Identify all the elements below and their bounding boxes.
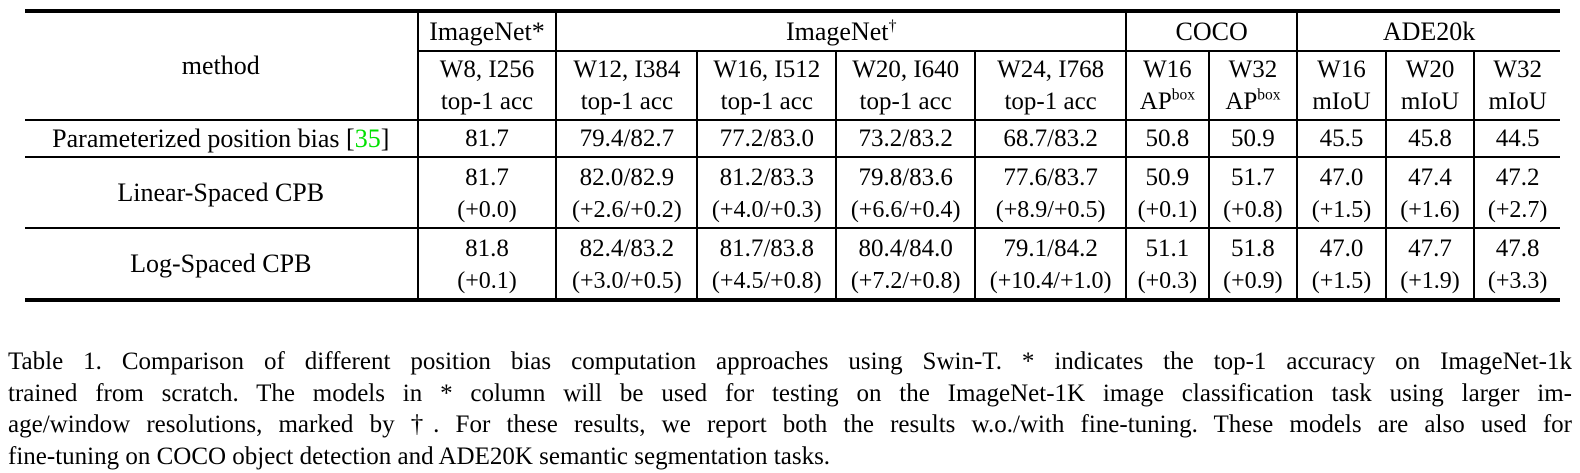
value-cell: 47.0 (+1.5) bbox=[1296, 228, 1386, 300]
value-cell: 50.9 (+0.1) bbox=[1125, 157, 1209, 229]
delta-value: (+6.6/+0.4) bbox=[850, 196, 961, 223]
value-cell: 68.7/83.2 bbox=[974, 120, 1127, 158]
value-cell: 81.2/83.3 (+4.0/+0.3) bbox=[696, 157, 837, 229]
method-cell: Log-Spaced CPB bbox=[130, 248, 312, 278]
value-cell: 77.6/83.7 (+8.9/+0.5) bbox=[974, 157, 1127, 229]
value-cell: 80.4/84.0 (+7.2/+0.8) bbox=[835, 228, 976, 300]
col-header-w8-i256: W8, I256 top-1 acc bbox=[416, 51, 557, 121]
value-cell: 50.8 bbox=[1125, 120, 1209, 158]
value-cell: 82.0/82.9 (+2.6/+0.2) bbox=[555, 157, 698, 229]
citation-bracket: [ bbox=[346, 123, 355, 153]
method-cell: Linear-Spaced CPB bbox=[25, 157, 418, 229]
value-cell: 45.5 bbox=[1296, 120, 1386, 158]
col-header-w16-i512: W16, I512 top-1 acc bbox=[696, 51, 837, 121]
results-table: method ImageNet* ImageNet† COCO ADE20k W… bbox=[25, 9, 1560, 302]
col-header-ade-w16-miou: W16 mIoU bbox=[1296, 51, 1386, 121]
table-row-linear-spaced-cpb: Linear-Spaced CPB 81.7 (+0.0) 82.0/82.9 (+… bbox=[25, 157, 1560, 229]
delta-value: (+4.0/+0.3) bbox=[711, 196, 822, 223]
col-header-coco-w16-apbox: W16 APbox bbox=[1125, 51, 1209, 121]
table-row-log-spaced-cpb: Log-Spaced CPB 81.8 (+0.1) 82.4/83.2 (+3.0… bbox=[25, 228, 1560, 300]
value-cell: 81.7 bbox=[416, 120, 557, 158]
table-row-parameterized-position-bias: Parameterized position bias [35] 81.7 79… bbox=[25, 120, 1560, 158]
group-header-ade20k: ADE20k bbox=[1296, 11, 1560, 52]
delta-value: (+0.1) bbox=[457, 267, 517, 294]
delta-value: (+1.9) bbox=[1400, 267, 1460, 294]
citation-bracket: ] bbox=[380, 123, 390, 153]
dagger-superscript: † bbox=[888, 16, 897, 34]
delta-value: (+1.5) bbox=[1311, 267, 1372, 294]
delta-value: (+2.6/+0.2) bbox=[572, 196, 682, 223]
value-cell: 82.4/83.2 (+3.0/+0.5) bbox=[555, 228, 698, 300]
caption-line: trained from scratch. The models in * co… bbox=[8, 379, 1572, 407]
delta-value: (+1.5) bbox=[1311, 196, 1372, 223]
box-superscript: box bbox=[1171, 86, 1195, 104]
value-cell: 77.2/83.0 bbox=[696, 120, 837, 158]
value-cell: 47.2 (+2.7) bbox=[1473, 157, 1560, 229]
caption-line: Table 1. Comparison of different positio… bbox=[8, 348, 1572, 375]
group-header-imagenet-star: ImageNet* bbox=[416, 11, 557, 52]
value-cell: 73.2/83.2 bbox=[835, 120, 976, 158]
box-superscript: box bbox=[1257, 86, 1281, 104]
group-label: COCO bbox=[1175, 16, 1248, 46]
delta-value: (+0.3) bbox=[1137, 267, 1198, 294]
value-cell: 79.8/83.6 (+6.6/+0.4) bbox=[835, 157, 976, 229]
value-cell: 79.4/82.7 bbox=[555, 120, 698, 158]
value-cell: 47.7 (+1.9) bbox=[1384, 228, 1475, 300]
group-label: ADE20k bbox=[1382, 16, 1476, 46]
value-cell: 47.4 (+1.6) bbox=[1384, 157, 1475, 229]
col-header-w12-i384: W12, I384 top-1 acc bbox=[555, 51, 698, 121]
group-header-coco: COCO bbox=[1125, 11, 1298, 52]
value-cell: 51.7 (+0.8) bbox=[1207, 157, 1298, 229]
delta-value: (+0.1) bbox=[1137, 196, 1198, 223]
col-header-w20-i640: W20, I640 top-1 acc bbox=[835, 51, 976, 121]
col-header-ade-w32-miou: W32 mIoU bbox=[1473, 51, 1560, 121]
group-label: ImageNet* bbox=[429, 16, 545, 46]
delta-value: (+1.6) bbox=[1400, 196, 1460, 223]
value-cell: 81.8 (+0.1) bbox=[416, 228, 557, 300]
value-cell: 51.1 (+0.3) bbox=[1125, 228, 1209, 300]
caption-line: age/window resolutions, marked by †. For… bbox=[8, 411, 1572, 438]
group-header-row: method ImageNet* ImageNet† COCO ADE20k bbox=[25, 11, 1560, 121]
delta-value: (+3.0/+0.5) bbox=[572, 267, 682, 294]
value-cell: 81.7/83.8 (+4.5/+0.8) bbox=[696, 228, 837, 300]
col-header-coco-w32-apbox: W32 APbox bbox=[1207, 51, 1298, 121]
value-cell: 44.5 bbox=[1473, 120, 1560, 158]
delta-value: (+0.9) bbox=[1223, 267, 1283, 294]
value-cell: 47.0 (+1.5) bbox=[1296, 157, 1386, 229]
delta-value: (+3.3) bbox=[1487, 267, 1548, 294]
delta-value: (+0.8) bbox=[1223, 196, 1283, 223]
group-header-imagenet-dagger: ImageNet† bbox=[555, 11, 1127, 52]
value-cell: 45.8 bbox=[1384, 120, 1475, 158]
value-cell: 50.9 bbox=[1207, 120, 1298, 158]
method-cell: Parameterized position bias [35] bbox=[25, 120, 418, 158]
delta-value: (+2.7) bbox=[1487, 196, 1548, 223]
value-cell: 51.8 (+0.9) bbox=[1207, 228, 1298, 300]
value-cell: 81.7 (+0.0) bbox=[416, 157, 557, 229]
col-header-w24-i768: W24, I768 top-1 acc bbox=[974, 51, 1127, 121]
delta-value: (+4.5/+0.8) bbox=[711, 267, 822, 294]
value-cell: 79.1/84.2 (+10.4/+1.0) bbox=[974, 228, 1127, 300]
group-label: ImageNet bbox=[785, 16, 889, 46]
delta-value: (+7.2/+0.8) bbox=[850, 267, 961, 294]
citation-link[interactable]: 35 bbox=[354, 123, 381, 153]
delta-value: (+8.9/+0.5) bbox=[995, 196, 1106, 223]
method-column-header: method bbox=[25, 11, 418, 121]
delta-value: (+10.4/+1.0) bbox=[989, 267, 1112, 294]
value-cell: 47.8 (+3.3) bbox=[1473, 228, 1560, 300]
delta-value: (+0.0) bbox=[457, 196, 517, 223]
sub-header-row: W8, I256 top-1 acc W12, I384 top-1 acc W… bbox=[25, 51, 1560, 121]
table-caption: Table 1. Comparison of different positio… bbox=[8, 346, 1572, 472]
col-header-ade-w20-miou: W20 mIoU bbox=[1384, 51, 1475, 121]
caption-line: fine-tuning on COCO object detection and… bbox=[8, 442, 831, 470]
